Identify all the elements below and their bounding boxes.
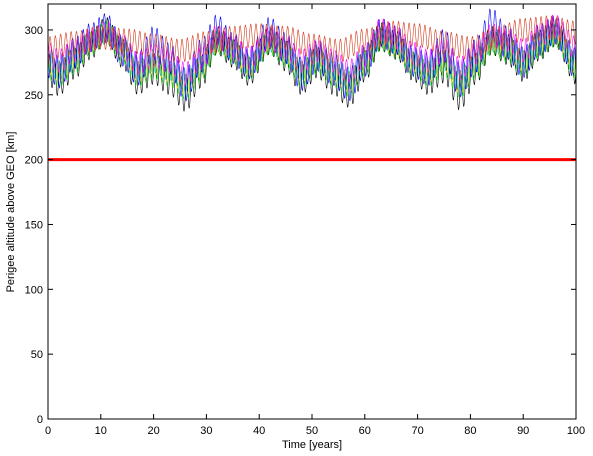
x-tick-label: 80 [464, 425, 476, 437]
tick-layer: 0 10 20 30 40 50 60 70 80 90 100 0 50 100 150 200 250 300 [25, 4, 585, 437]
x-tick-label: 50 [306, 425, 318, 437]
x-tick-label: 40 [253, 425, 265, 437]
series-line-6 [47, 14, 577, 86]
x-tick-label: 0 [45, 425, 51, 437]
y-tick-label: 150 [25, 219, 43, 231]
y-axis-label: Perigee altitude above GEO [km] [5, 132, 17, 293]
x-tick-label: 60 [359, 425, 371, 437]
y-tick-label: 200 [25, 155, 43, 167]
x-tick-label: 10 [95, 425, 107, 437]
y-tick-label: 250 [25, 90, 43, 102]
y-tick-label: 0 [37, 414, 43, 426]
x-tick-label: 90 [517, 425, 529, 437]
x-tick-label: 100 [567, 425, 585, 437]
x-tick-label: 20 [147, 425, 159, 437]
x-axis-label: Time [years] [282, 439, 342, 451]
x-tick-label: 70 [411, 425, 423, 437]
y-tick-label: 50 [31, 349, 43, 361]
y-tick-label: 100 [25, 284, 43, 296]
y-tick-label: 300 [25, 25, 43, 37]
x-tick-label: 30 [200, 425, 212, 437]
series-layer [47, 8, 577, 112]
series-line-7 [47, 15, 577, 63]
